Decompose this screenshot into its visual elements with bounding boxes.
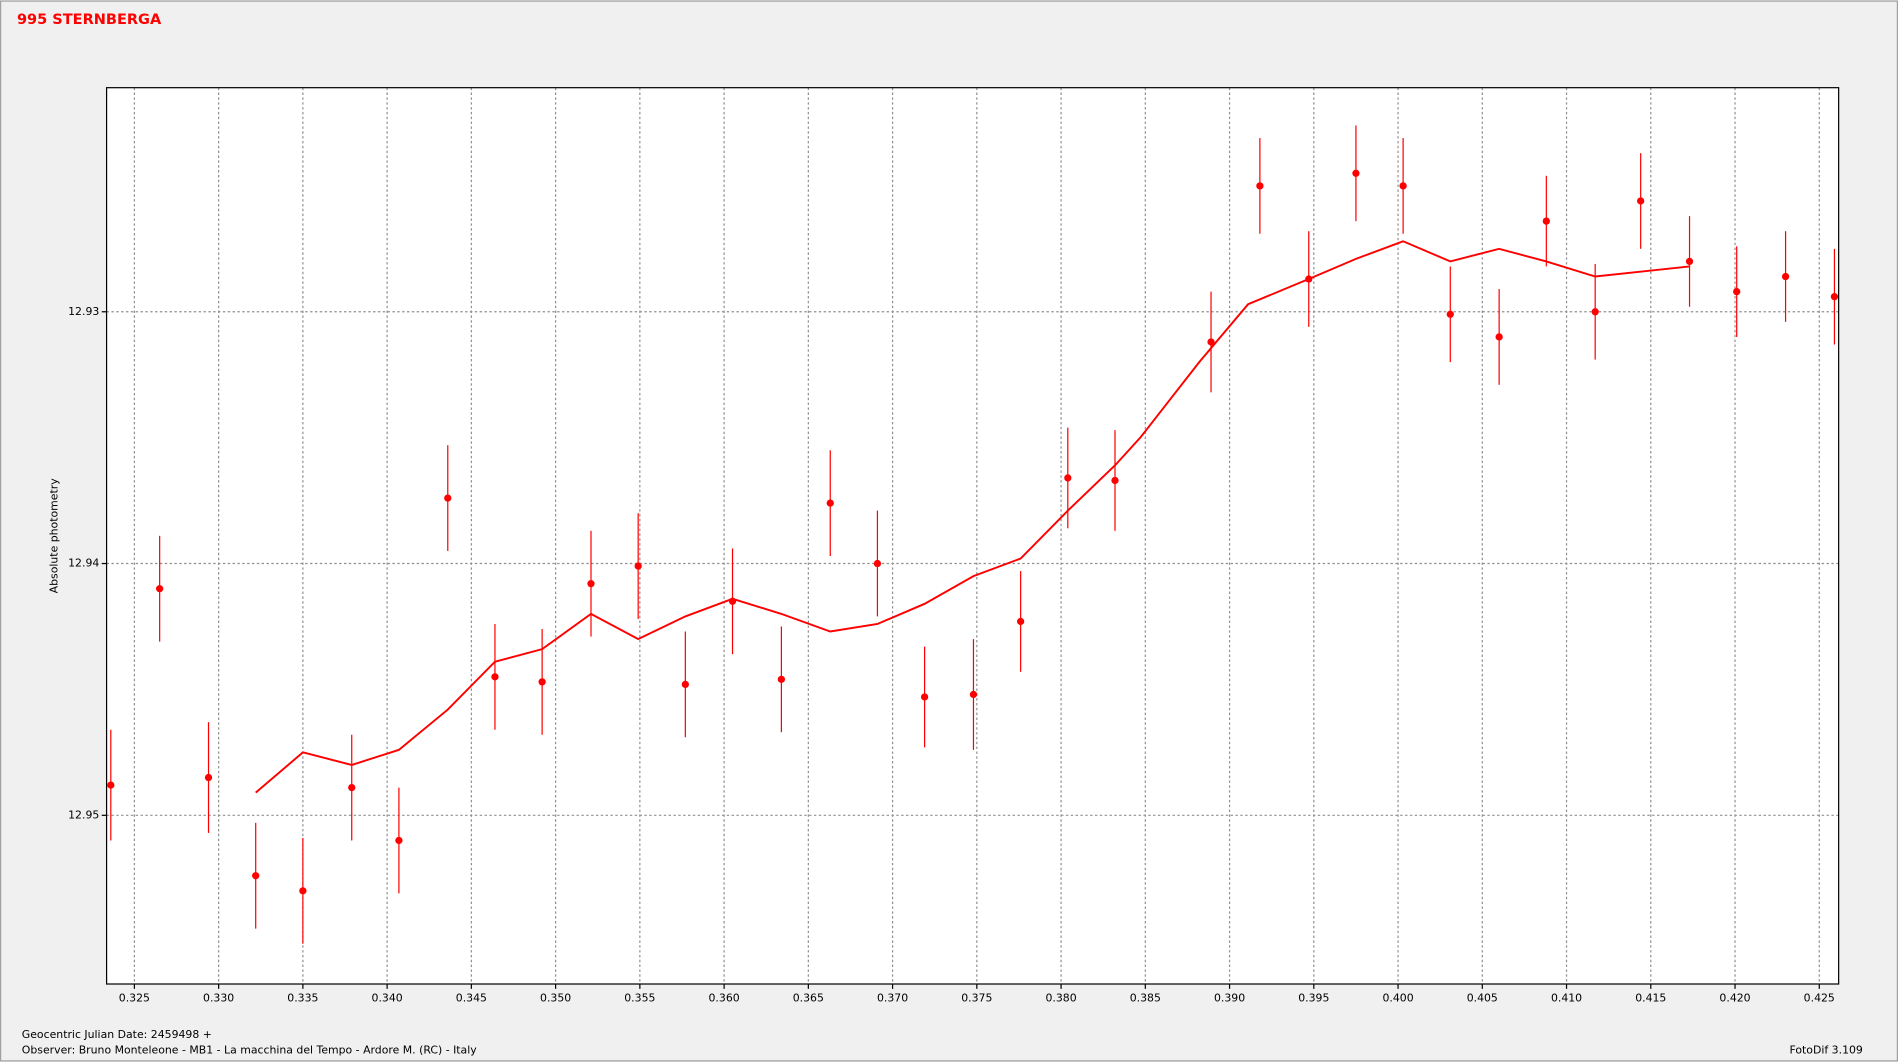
plot-area: [106, 87, 1839, 985]
data-point: [1017, 617, 1025, 626]
x-tick-label: 0.350: [540, 992, 571, 1005]
x-tick-label: 0.325: [119, 992, 150, 1005]
x-tick-label: 0.365: [793, 992, 824, 1005]
x-tick-label: 0.425: [1804, 992, 1835, 1005]
chart-title: 995 STERNBERGA: [17, 12, 162, 28]
x-tick-label: 0.410: [1551, 992, 1582, 1005]
x-tick-label: 0.415: [1635, 992, 1666, 1005]
trend-line: [255, 240, 1690, 794]
y-tick-label: 12.93: [68, 305, 99, 318]
x-tick-label: 0.340: [372, 992, 403, 1005]
x-tick-label: 0.330: [203, 992, 234, 1005]
data-point: [826, 499, 834, 507]
data-point: [873, 559, 882, 568]
x-tick-label: 0.395: [1298, 992, 1329, 1005]
data-point: [634, 562, 642, 570]
y-tick-label: 12.95: [68, 808, 99, 821]
x-tick-label: 0.375: [961, 992, 992, 1005]
x-tick-label: 0.390: [1214, 992, 1245, 1005]
data-point: [1064, 474, 1072, 482]
data-point: [1207, 338, 1215, 346]
data-point: [1111, 476, 1119, 485]
data-point: [444, 494, 452, 502]
data-point: [1256, 182, 1264, 190]
data-point: [538, 678, 546, 686]
data-point: [777, 675, 786, 683]
data-point: [1352, 169, 1360, 177]
y-axis-label: Absolute photometry: [48, 478, 61, 594]
x-tick-label: 0.400: [1382, 992, 1413, 1005]
data-point: [1830, 293, 1839, 301]
software-note: FotoDif 3.109: [1790, 1044, 1863, 1057]
data-point: [1399, 182, 1407, 190]
data-point: [1637, 197, 1645, 205]
data-point: [1542, 217, 1550, 225]
data-point: [491, 673, 499, 681]
x-tick-label: 0.370: [877, 992, 908, 1005]
data-point: [1591, 308, 1599, 316]
plot-border: [105, 87, 1840, 985]
data-point: [348, 783, 356, 792]
x-tick-label: 0.335: [287, 992, 318, 1005]
data-point: [1495, 333, 1503, 341]
data-point: [587, 580, 595, 588]
data-point: [107, 781, 115, 789]
x-tick-label: 0.360: [709, 992, 740, 1005]
x-tick-label: 0.405: [1467, 992, 1498, 1005]
data-point: [252, 872, 260, 880]
data-point: [156, 585, 164, 593]
x-tick-label: 0.345: [456, 992, 487, 1005]
data-point: [1685, 257, 1694, 266]
data-point: [969, 690, 978, 699]
data-point: [1733, 287, 1741, 296]
data-point: [395, 836, 403, 845]
x-tick-label: 0.385: [1130, 992, 1161, 1005]
data-point: [1446, 310, 1454, 318]
data-point: [1781, 272, 1790, 281]
data-point: [204, 773, 213, 782]
x-tick-label: 0.355: [624, 992, 655, 1005]
x-axis-label: Geocentric Julian Date: 2459498 +: [22, 1028, 212, 1041]
observer-note: Observer: Bruno Monteleone - MB1 - La ma…: [22, 1044, 477, 1057]
data-point: [681, 680, 689, 689]
data-point: [920, 693, 929, 701]
x-tick-label: 0.380: [1045, 992, 1076, 1005]
x-tick-label: 0.420: [1719, 992, 1750, 1005]
y-tick-label: 12.94: [68, 557, 99, 570]
data-point: [299, 887, 307, 895]
